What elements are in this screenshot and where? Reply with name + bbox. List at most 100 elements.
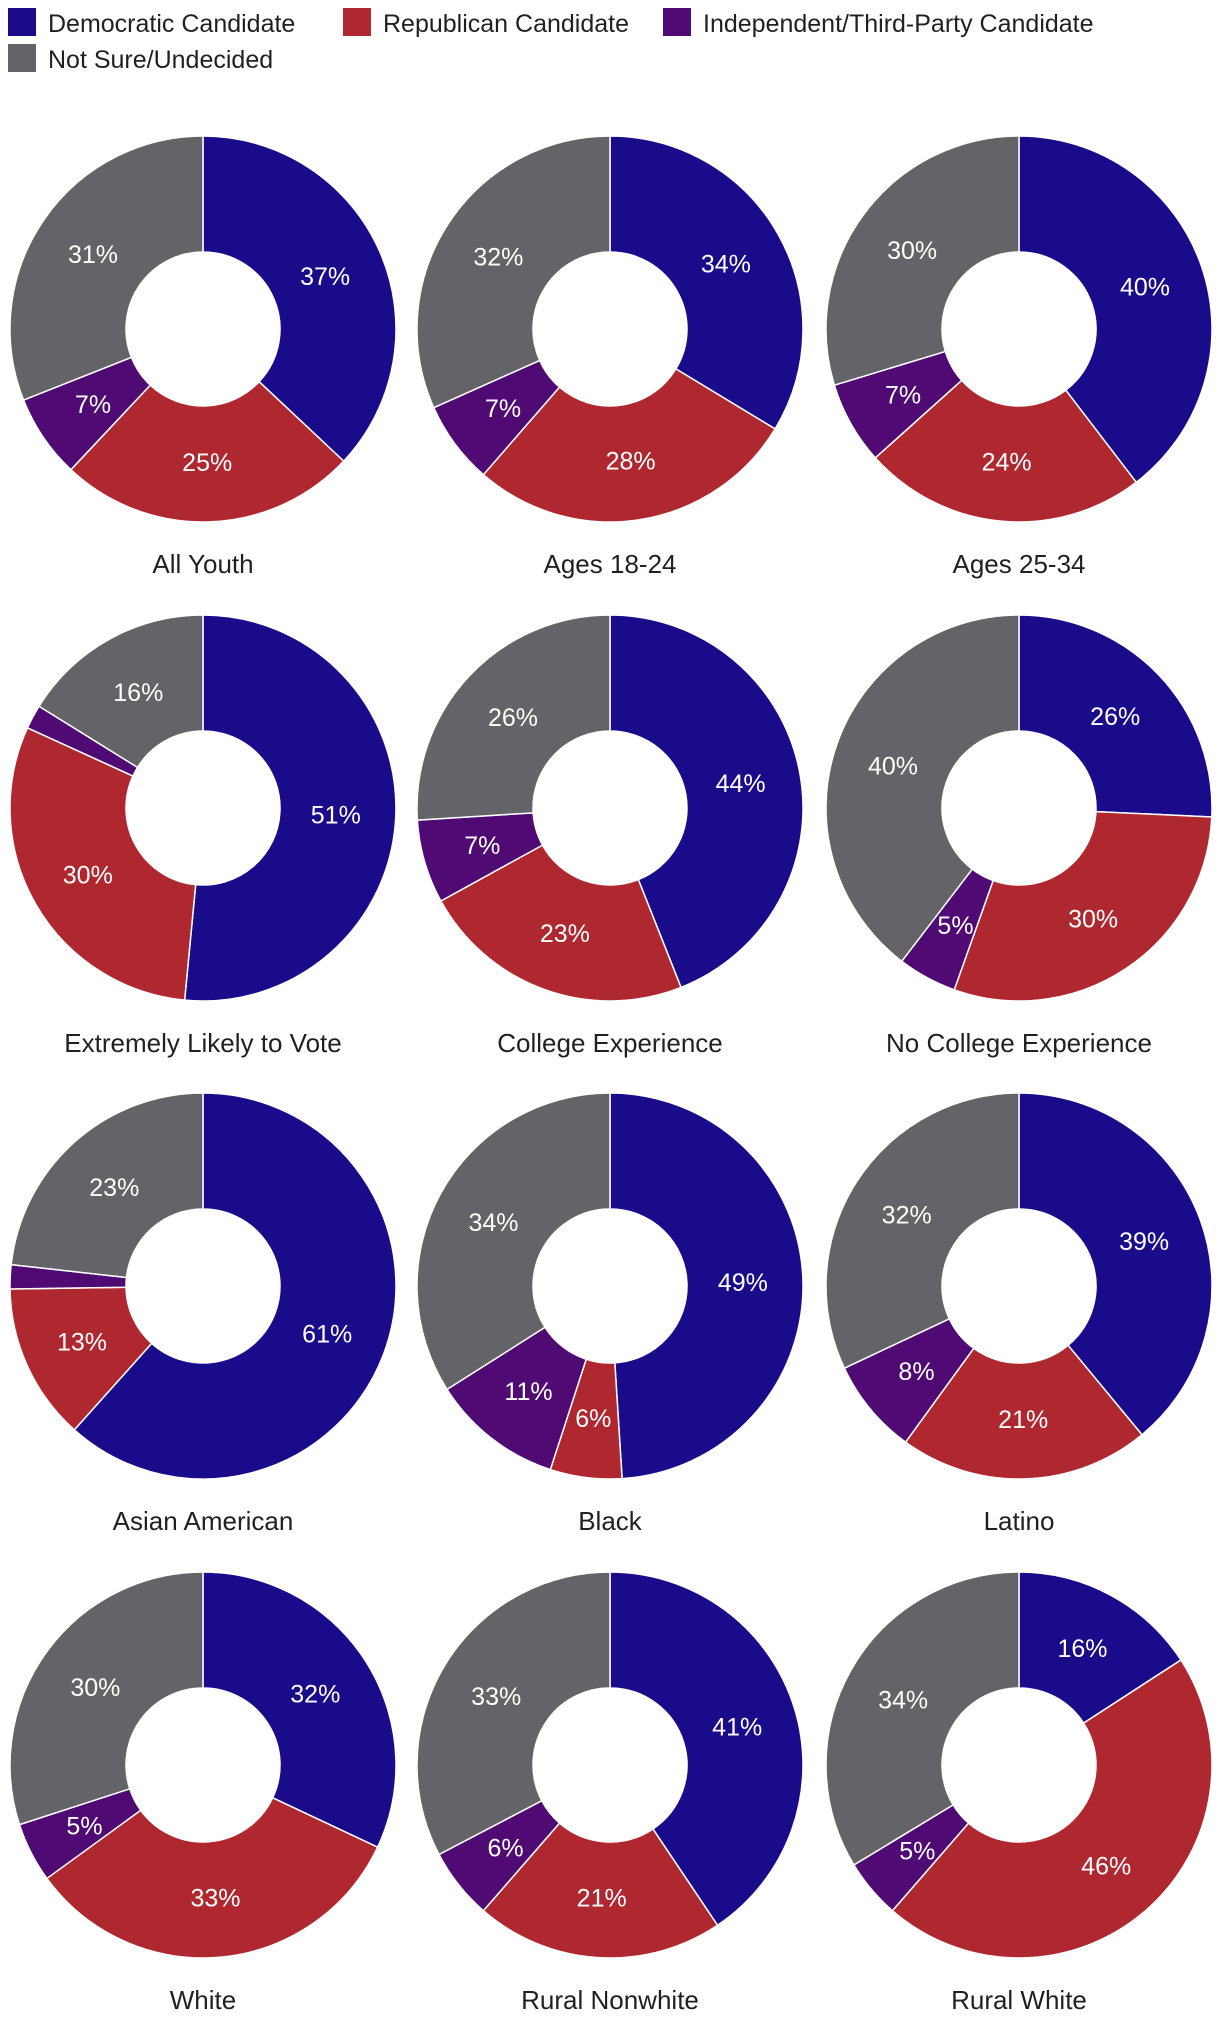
- slice-democratic-candidate: [609, 1092, 804, 1480]
- slice-label-democratic-candidate: 34%: [701, 251, 751, 279]
- donut-charts: 37% 25% 7% 31% All Youth 34% 28% 7% 32% Ages 18-2…: [9, 135, 1213, 2015]
- slice-democratic-candidate: [183, 614, 397, 1002]
- slice-not-sure-undecided: [416, 1092, 611, 1391]
- legend-swatch-republican-candidate: [343, 8, 371, 36]
- legend-swatch-not-sure-undecided: [8, 44, 36, 72]
- slice-label-democratic-candidate: 32%: [290, 1681, 340, 1709]
- legend-swatch-democratic-candidate: [8, 8, 36, 36]
- slice-label-democratic-candidate: 44%: [716, 770, 766, 798]
- slice-label-democratic-candidate: 37%: [300, 263, 350, 291]
- slice-not-sure-undecided: [38, 614, 204, 769]
- slice-label-republican-candidate: 21%: [998, 1406, 1048, 1434]
- slice-label-independent-third-party-candidate: 7%: [464, 832, 500, 860]
- legend-item-democratic-candidate: Democratic Candidate: [8, 8, 295, 38]
- donut-rural-white: 16% 46% 5% 34% Rural White: [825, 1571, 1213, 2015]
- slice-label-independent-third-party-candidate: 6%: [488, 1835, 524, 1863]
- slice-label-republican-candidate: 13%: [57, 1328, 107, 1356]
- slice-not-sure-undecided: [825, 135, 1020, 386]
- slice-label-republican-candidate: 25%: [182, 449, 232, 477]
- slice-label-not-sure-undecided: 30%: [70, 1674, 120, 1702]
- slice-democratic-candidate: [202, 1571, 397, 1848]
- slice-label-democratic-candidate: 61%: [302, 1321, 352, 1349]
- slice-label-republican-candidate: 23%: [540, 920, 590, 948]
- slice-label-republican-candidate: 30%: [1068, 905, 1118, 933]
- slice-label-not-sure-undecided: 40%: [868, 752, 918, 780]
- donut-extremely-likely-to-vote: 51% 30% 16% Extremely Likely to Vote: [9, 614, 397, 1058]
- donut-all-youth: 37% 25% 7% 31% All Youth: [9, 135, 397, 579]
- slice-not-sure-undecided: [9, 1571, 204, 1826]
- slice-republican-candidate: [70, 380, 345, 523]
- slice-label-not-sure-undecided: 16%: [113, 679, 163, 707]
- slice-label-not-sure-undecided: 30%: [887, 237, 937, 265]
- legend-item-republican-candidate: Republican Candidate: [343, 8, 629, 38]
- slice-label-democratic-candidate: 40%: [1120, 273, 1170, 301]
- slice-label-not-sure-undecided: 33%: [471, 1683, 521, 1711]
- legend-label-independent-third-party-candidate: Independent/Third-Party Candidate: [703, 10, 1094, 38]
- slice-not-sure-undecided: [825, 1092, 1020, 1369]
- slice-democratic-candidate: [1018, 135, 1213, 484]
- slice-not-sure-undecided: [825, 614, 1020, 963]
- donut-title: All Youth: [152, 549, 253, 579]
- slice-republican-candidate: [9, 1286, 153, 1431]
- slice-label-republican-candidate: 33%: [190, 1884, 240, 1912]
- legend-item-not-sure-undecided: Not Sure/Undecided: [8, 44, 273, 74]
- donut-title: Latino: [984, 1506, 1055, 1536]
- slice-republican-candidate: [874, 379, 1138, 523]
- slice-label-republican-candidate: 46%: [1081, 1852, 1131, 1880]
- slice-label-democratic-candidate: 49%: [718, 1269, 768, 1297]
- slice-republican-candidate: [482, 368, 776, 523]
- legend-label-democratic-candidate: Democratic Candidate: [48, 10, 295, 38]
- legend-item-independent-third-party-candidate: Independent/Third-Party Candidate: [663, 8, 1094, 38]
- slice-label-democratic-candidate: 41%: [712, 1713, 762, 1741]
- slice-republican-candidate: [46, 1797, 379, 1959]
- donut-white: 32% 33% 5% 30% White: [9, 1571, 397, 2015]
- slice-republican-candidate: [9, 727, 197, 1001]
- slice-label-not-sure-undecided: 32%: [473, 244, 523, 272]
- slice-label-independent-third-party-candidate: 8%: [898, 1358, 934, 1386]
- slice-democratic-candidate: [609, 1571, 804, 1927]
- slice-republican-candidate: [891, 1659, 1213, 1959]
- slice-label-republican-candidate: 28%: [606, 447, 656, 475]
- donut-rural-nonwhite: 41% 21% 6% 33% Rural Nonwhite: [416, 1571, 804, 2015]
- slice-democratic-candidate: [73, 1092, 397, 1480]
- slice-label-republican-candidate: 21%: [577, 1885, 627, 1913]
- donut-latino: 39% 21% 8% 32% Latino: [825, 1092, 1213, 1536]
- slice-republican-candidate: [440, 844, 682, 1002]
- donut-title: Ages 18-24: [544, 549, 677, 579]
- donut-title: Black: [578, 1506, 643, 1536]
- slice-label-republican-candidate: 24%: [982, 448, 1032, 476]
- slice-label-independent-third-party-candidate: 11%: [504, 1378, 552, 1406]
- donut-title: Ages 25-34: [953, 549, 1086, 579]
- slice-not-sure-undecided: [9, 135, 204, 401]
- slice-label-independent-third-party-candidate: 5%: [899, 1838, 935, 1866]
- donut-title: White: [170, 1985, 236, 2015]
- donut-title: Extremely Likely to Vote: [64, 1028, 341, 1058]
- slice-democratic-candidate: [609, 614, 804, 989]
- donut-title: Asian American: [113, 1506, 294, 1536]
- slice-republican-candidate: [904, 1344, 1143, 1480]
- donut-college-experience: 44% 23% 7% 26% College Experience: [416, 614, 804, 1058]
- legend-label-not-sure-undecided: Not Sure/Undecided: [48, 46, 273, 74]
- legend: Democratic Candidate Republican Candidate…: [8, 8, 1094, 74]
- slice-label-not-sure-undecided: 34%: [468, 1209, 518, 1237]
- slice-republican-candidate: [482, 1822, 719, 1959]
- slice-label-not-sure-undecided: 31%: [68, 241, 118, 269]
- donut-title: No College Experience: [886, 1028, 1152, 1058]
- slice-label-not-sure-undecided: 26%: [488, 704, 538, 732]
- donut-ages-25-34: 40% 24% 7% 30% Ages 25-34: [825, 135, 1213, 579]
- donut-asian-american: 61% 13% 23% Asian American: [9, 1092, 397, 1536]
- slice-republican-candidate: [953, 810, 1213, 1002]
- slice-not-sure-undecided: [10, 1092, 204, 1279]
- slice-label-independent-third-party-candidate: 7%: [485, 395, 521, 423]
- donut-ages-18-24: 34% 28% 7% 32% Ages 18-24: [416, 135, 804, 579]
- slice-label-independent-third-party-candidate: 5%: [937, 912, 973, 940]
- slice-not-sure-undecided: [825, 1571, 1020, 1866]
- donut-title: Rural White: [951, 1985, 1087, 2015]
- slice-label-not-sure-undecided: 34%: [878, 1687, 928, 1715]
- slice-label-not-sure-undecided: 23%: [89, 1174, 139, 1202]
- slice-label-republican-candidate: 30%: [63, 862, 113, 890]
- slice-democratic-candidate: [609, 135, 804, 430]
- slice-not-sure-undecided: [416, 135, 611, 409]
- slice-label-democratic-candidate: 16%: [1057, 1635, 1107, 1663]
